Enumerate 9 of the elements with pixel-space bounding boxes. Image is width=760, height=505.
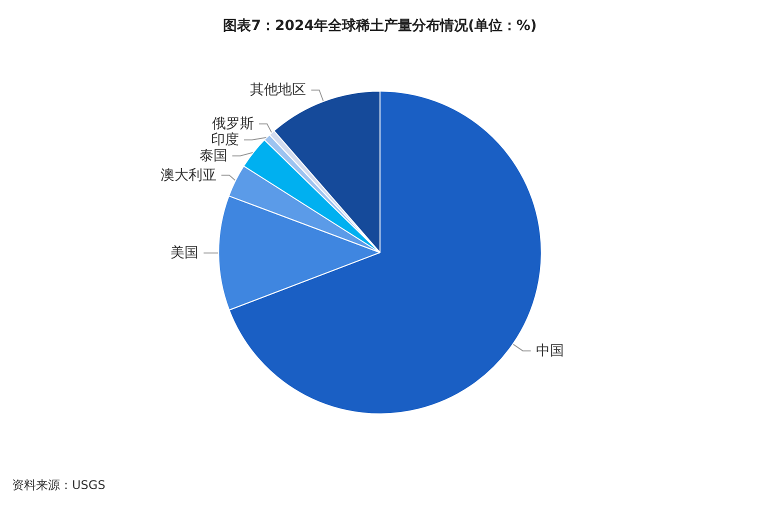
text: 资料来源：USGS	[12, 478, 106, 492]
slice-label: 美国	[170, 245, 199, 262]
slice-label: 中国	[536, 342, 564, 359]
slice-label: 泰国	[199, 148, 228, 164]
chart-title: 图表7：2024年全球稀土产量分布情况(单位：%)	[223, 17, 537, 34]
slice-label: 俄罗斯	[212, 116, 254, 132]
slice-label: 其他地区	[250, 82, 306, 98]
slice-label: 印度	[211, 132, 240, 148]
slice-label: 澳大利亚	[160, 167, 216, 184]
